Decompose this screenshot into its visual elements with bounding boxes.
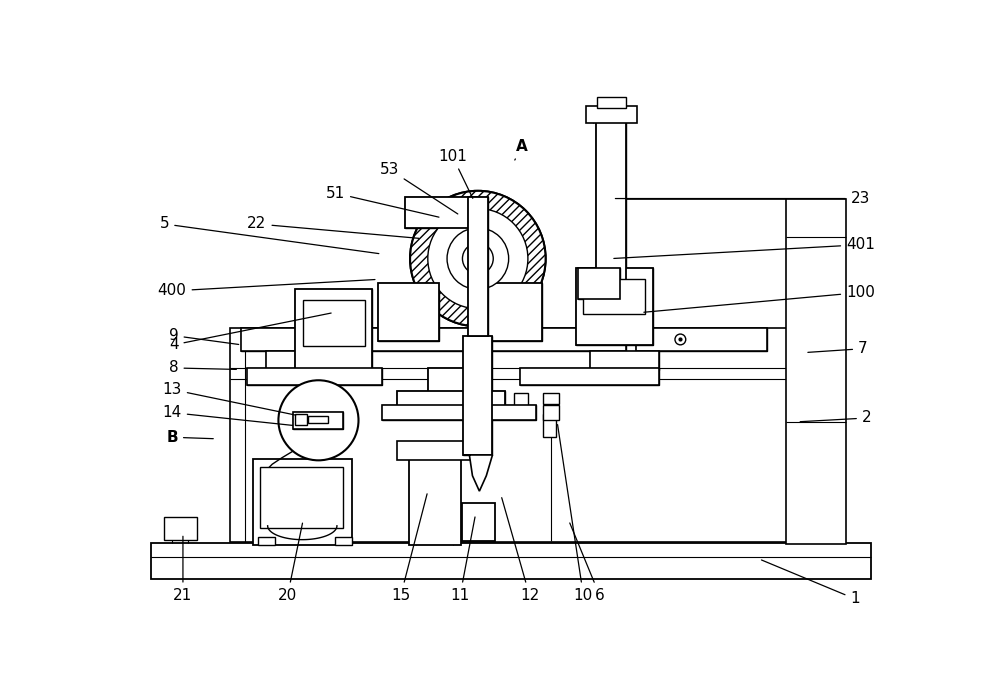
Text: 7: 7 (808, 341, 868, 356)
Text: B: B (166, 430, 213, 445)
Bar (596, 122, 626, 287)
Bar (636, 328, 767, 351)
Circle shape (447, 228, 509, 289)
Text: 53: 53 (380, 162, 458, 214)
Bar (590, 351, 659, 370)
Text: 10: 10 (558, 425, 593, 603)
Bar (405, 197, 478, 228)
Bar (241, 328, 626, 351)
Bar (590, 351, 659, 370)
Bar (295, 414, 307, 425)
Bar (258, 538, 275, 545)
Bar (583, 280, 645, 314)
Bar (484, 283, 542, 341)
Bar (308, 416, 328, 424)
Bar (520, 368, 659, 385)
Bar (576, 268, 653, 345)
Bar (382, 405, 536, 420)
Text: 100: 100 (644, 285, 875, 312)
Text: 11: 11 (451, 517, 475, 603)
Bar (303, 300, 365, 347)
Bar (230, 328, 844, 542)
Text: 5: 5 (160, 217, 379, 253)
Bar (293, 412, 343, 429)
Bar (335, 538, 352, 545)
Bar (397, 391, 505, 410)
Bar (468, 197, 488, 336)
Text: 1: 1 (761, 560, 860, 606)
Bar (405, 197, 478, 228)
Text: 21: 21 (173, 536, 193, 603)
Bar (241, 328, 626, 351)
Text: 401: 401 (614, 237, 875, 258)
Bar (266, 351, 312, 370)
Circle shape (299, 334, 310, 345)
Text: 101: 101 (438, 149, 473, 199)
Text: 12: 12 (502, 498, 539, 603)
Text: 13: 13 (162, 382, 296, 415)
Text: 6: 6 (570, 523, 604, 603)
Text: 2: 2 (800, 410, 872, 426)
Circle shape (410, 191, 546, 327)
Bar (378, 283, 439, 341)
Bar (382, 405, 536, 420)
Bar (596, 122, 626, 287)
Bar (397, 391, 505, 410)
Circle shape (428, 208, 528, 309)
Bar (786, 199, 846, 543)
Text: 14: 14 (163, 405, 293, 426)
Bar (484, 283, 542, 341)
Bar (247, 368, 382, 385)
Text: 4: 4 (169, 313, 331, 352)
Circle shape (675, 334, 686, 345)
Circle shape (462, 243, 493, 274)
Text: 22: 22 (247, 217, 419, 238)
Bar (293, 412, 343, 429)
Bar (543, 414, 556, 437)
Bar (463, 336, 492, 455)
Polygon shape (463, 455, 492, 491)
Text: 400: 400 (158, 280, 375, 298)
Bar (428, 368, 474, 395)
Bar (378, 283, 439, 341)
Text: 15: 15 (391, 494, 427, 603)
Bar (597, 97, 626, 108)
Bar (576, 268, 653, 345)
Text: 23: 23 (615, 191, 870, 206)
Bar (295, 289, 372, 374)
Bar (578, 268, 620, 299)
Text: 20: 20 (278, 523, 302, 603)
Bar (260, 466, 343, 528)
Bar (578, 268, 620, 299)
Bar (253, 459, 352, 545)
Bar (514, 393, 528, 407)
Bar (543, 405, 559, 420)
Text: 51: 51 (326, 185, 439, 217)
Bar (247, 368, 382, 385)
Bar (463, 336, 492, 455)
Bar (636, 328, 767, 351)
Bar (586, 106, 637, 123)
Bar (468, 197, 488, 336)
Bar (462, 502, 495, 541)
Bar (164, 516, 197, 540)
Text: 9: 9 (169, 328, 239, 345)
Bar (397, 441, 472, 460)
Circle shape (410, 191, 546, 327)
Bar (520, 368, 659, 385)
Bar (295, 289, 372, 374)
Bar (428, 368, 474, 395)
Text: A: A (515, 138, 528, 160)
Bar (409, 458, 461, 545)
Bar (266, 351, 312, 370)
Bar (151, 543, 871, 579)
Circle shape (278, 381, 359, 460)
Text: 8: 8 (169, 361, 236, 376)
Bar (543, 393, 559, 404)
